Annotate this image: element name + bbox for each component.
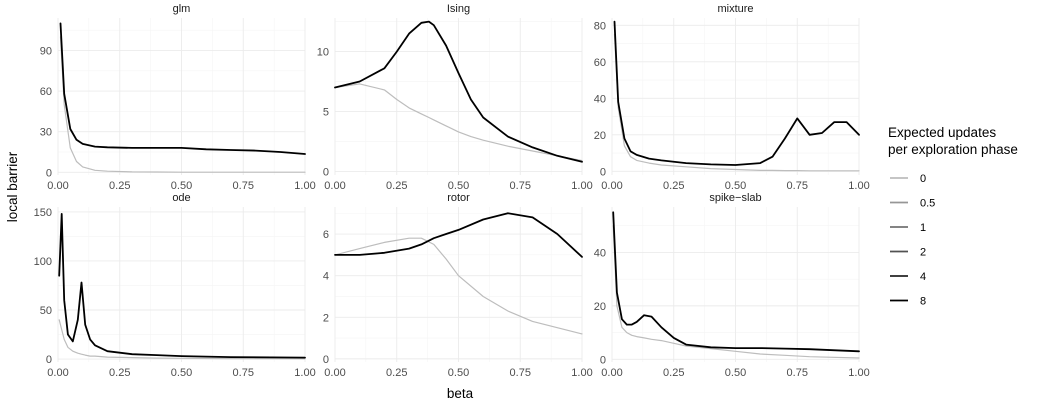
y-tick-label: 4 <box>323 271 329 283</box>
legend-keys: 0 0.5 1 2 4 8 <box>890 173 935 308</box>
x-tick-label: 0.50 <box>448 180 469 192</box>
y-tick-label: 0 <box>600 354 606 366</box>
y-tick-label: 90 <box>40 45 52 57</box>
legend-title-line-1: Expected updates <box>888 125 996 140</box>
y-tick-label: 0 <box>323 166 329 178</box>
panel-title-ising: Ising <box>447 3 470 15</box>
x-tick-label: 1.00 <box>571 180 592 192</box>
y-tick-label: 60 <box>594 57 606 69</box>
y-tick-label: 20 <box>594 301 606 313</box>
x-tick-label: 0.25 <box>109 367 130 379</box>
x-tick-label: 0.00 <box>47 180 68 192</box>
x-tick-label: 0.00 <box>601 367 622 379</box>
series-line-8 <box>613 20 860 166</box>
y-tick-label: 60 <box>40 86 52 98</box>
x-tick-label: 0.25 <box>386 180 407 192</box>
legend-label-1: 1 <box>920 222 926 234</box>
y-axis-title: local barrier <box>5 151 20 222</box>
x-tick-label: 1.00 <box>571 367 592 379</box>
x-tick-label: 0.50 <box>171 367 192 379</box>
series-line-8 <box>58 212 306 359</box>
x-tick-label: 0.00 <box>47 367 68 379</box>
x-tick-label: 0.75 <box>233 180 254 192</box>
series-line-0 <box>334 83 583 162</box>
y-tick-label: 0 <box>46 167 52 179</box>
series-line-8 <box>612 211 860 353</box>
x-tick-label: 0.50 <box>448 367 469 379</box>
x-tick-label: 1.00 <box>294 180 315 192</box>
y-tick-label: 50 <box>40 305 52 317</box>
legend-label-4: 4 <box>920 271 926 283</box>
y-tick-label: 0 <box>46 354 52 366</box>
x-tick-label: 0.50 <box>171 180 192 192</box>
panel-ode: 0.00 0.25 0.50 0.75 1.00 0 50 100 150 ode <box>34 192 316 379</box>
panel-title-ode: ode <box>172 192 190 204</box>
series-line-0 <box>334 237 583 335</box>
y-tick-label: 100 <box>34 256 52 268</box>
x-tick-label: 0.75 <box>510 180 531 192</box>
x-tick-label: 0.00 <box>324 180 345 192</box>
panel-spike-slab: 0.00 0.25 0.50 0.75 1.00 0 20 40 spike−slab <box>594 192 870 379</box>
legend-label-2: 2 <box>920 247 926 259</box>
x-tick-label: 0.25 <box>663 367 684 379</box>
x-tick-label: 0.75 <box>510 367 531 379</box>
y-tick-label: 20 <box>594 130 606 142</box>
y-tick-label: 40 <box>594 247 606 259</box>
panel-ising: 0.00 0.25 0.50 0.75 1.00 0 5 10 Ising <box>317 3 593 192</box>
legend-title-line-2: per exploration phase <box>888 142 1018 157</box>
series-line-0 <box>59 36 306 173</box>
x-tick-label: 0.75 <box>787 367 808 379</box>
y-tick-label: 10 <box>317 47 329 59</box>
x-tick-label: 1.00 <box>848 367 869 379</box>
x-tick-label: 1.00 <box>294 367 315 379</box>
panel-rotor: 0.00 0.25 0.50 0.75 1.00 0 2 4 6 rotor <box>323 192 593 379</box>
series-line-8 <box>334 212 583 258</box>
y-tick-label: 30 <box>40 127 52 139</box>
y-tick-label: 0 <box>600 166 606 178</box>
y-tick-label: 5 <box>323 106 329 118</box>
x-tick-label: 1.00 <box>848 180 869 192</box>
x-tick-label: 0.50 <box>725 367 746 379</box>
x-tick-label: 0.75 <box>787 180 808 192</box>
panel-glm: 0.00 0.25 0.50 0.75 1.00 0 30 60 90 glm <box>40 3 316 192</box>
series-line-8 <box>334 20 583 163</box>
x-tick-label: 0.75 <box>233 367 254 379</box>
legend-label-8: 8 <box>920 296 926 308</box>
y-tick-label: 2 <box>323 312 329 324</box>
series-line-0 <box>58 319 306 360</box>
y-tick-label: 40 <box>594 93 606 105</box>
y-tick-label: 80 <box>594 20 606 32</box>
panel-mixture: 0.00 0.25 0.50 0.75 1.00 0 20 40 60 80 mixture <box>594 3 870 192</box>
panel-title-mixture: mixture <box>717 3 753 15</box>
legend-label-0: 0 <box>920 173 926 185</box>
y-tick-label: 0 <box>323 354 329 366</box>
legend-label-0-5: 0.5 <box>920 198 935 210</box>
panel-title-rotor: rotor <box>447 192 470 204</box>
x-tick-label: 0.25 <box>386 367 407 379</box>
panel-title-spike-slab: spike−slab <box>709 192 761 204</box>
y-tick-label: 150 <box>34 207 52 219</box>
x-tick-label: 0.25 <box>109 180 130 192</box>
x-tick-label: 0.00 <box>601 180 622 192</box>
legend: Expected updates per exploration phase 0… <box>888 125 1018 308</box>
panel-title-glm: glm <box>173 3 191 15</box>
series-line-0 <box>613 33 860 172</box>
series-line-0 <box>612 225 860 359</box>
x-axis-title: beta <box>447 386 474 401</box>
x-tick-label: 0.00 <box>324 367 345 379</box>
x-tick-label: 0.50 <box>725 180 746 192</box>
y-tick-label: 6 <box>323 229 329 241</box>
x-tick-label: 0.25 <box>663 180 684 192</box>
series-line-8 <box>59 22 306 155</box>
